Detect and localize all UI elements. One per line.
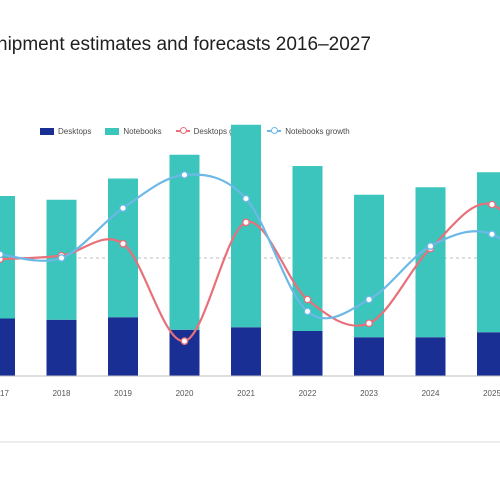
- line-desktops-growth: [0, 202, 500, 343]
- bar-desktops-2021: [231, 327, 261, 376]
- point-notebooks-growth-2019: [119, 204, 127, 212]
- bar-notebooks-2024: [415, 187, 446, 338]
- x-tick-label-2021: 2021: [237, 389, 255, 398]
- legend-label-desktops: Desktops: [58, 126, 92, 136]
- point-desktops-growth-2021: [242, 218, 250, 227]
- bar-desktops-2023: [354, 337, 384, 376]
- x-tick-label-2020: 2020: [176, 389, 194, 398]
- chart-legend: Desktops Notebooks Desktops growth Noteb…: [40, 124, 364, 138]
- point-notebooks-growth-2021: [242, 194, 250, 203]
- bar-desktops-2022: [292, 331, 323, 376]
- bar-desktops-2025: [477, 332, 500, 376]
- legend-line-notebooks-growth: [267, 127, 282, 134]
- legend-label-notebooks-growth: Notebooks growth: [285, 126, 350, 136]
- legend-swatch-desktops: [40, 127, 54, 135]
- bar-notebooks-2019: [108, 178, 138, 318]
- legend-item-notebooks-growth: Notebooks growth: [267, 126, 350, 136]
- x-tick-labels: 2017201820192020202120222023202420252026: [0, 389, 500, 398]
- legend-swatch-notebooks: [105, 127, 120, 135]
- point-notebooks-growth-2022: [303, 307, 312, 316]
- point-notebooks-growth-2017: [0, 250, 4, 259]
- legend-item-notebooks: Notebooks: [105, 126, 162, 136]
- bar-desktops-2017: [0, 318, 15, 376]
- x-tick-label-2019: 2019: [114, 389, 132, 398]
- legend-label-desktops-growth: Desktops growth: [193, 126, 254, 136]
- x-tick-label-2017: 2017: [0, 389, 9, 398]
- bar-desktops-2024: [415, 337, 446, 376]
- x-tick-label-2024: 2024: [422, 389, 440, 398]
- point-notebooks-growth-2025: [488, 230, 496, 239]
- bar-notebooks-2022: [292, 166, 323, 331]
- chart-title: …hipment estimates and forecasts 2016–20…: [0, 34, 371, 55]
- x-tick-label-2025: 2025: [483, 389, 500, 398]
- point-notebooks-growth-2018: [57, 254, 66, 262]
- x-tick-label-2018: 2018: [53, 389, 71, 398]
- point-notebooks-growth-2024: [426, 242, 435, 250]
- legend-label-notebooks: Notebooks: [123, 126, 162, 136]
- x-tick-label-2022: 2022: [299, 389, 317, 398]
- legend-line-desktops-growth: [175, 127, 190, 134]
- point-desktops-growth-2022: [303, 295, 312, 304]
- bar-desktops-2018: [46, 319, 77, 376]
- bar-notebooks-2017: [0, 196, 15, 319]
- point-desktops-growth-2025: [488, 200, 496, 209]
- point-notebooks-growth-2020: [180, 171, 189, 179]
- legend-item-desktops-growth: Desktops growth: [175, 126, 254, 136]
- legend-item-desktops: Desktops: [40, 127, 91, 136]
- bar-notebooks-2020: [169, 154, 200, 330]
- bar-notebooks-2023: [354, 194, 384, 338]
- point-notebooks-growth-2023: [365, 295, 373, 304]
- bar-notebooks-2025: [477, 172, 500, 333]
- line-notebooks-growth: [0, 173, 500, 320]
- point-desktops-growth-2023: [365, 319, 373, 328]
- lines-layer: [0, 171, 500, 345]
- point-desktops-growth-2020: [180, 337, 189, 345]
- point-desktops-growth-2019: [119, 239, 127, 248]
- bar-desktops-2019: [108, 317, 138, 376]
- x-tick-label-2023: 2023: [360, 389, 378, 398]
- bars-layer: [0, 124, 500, 376]
